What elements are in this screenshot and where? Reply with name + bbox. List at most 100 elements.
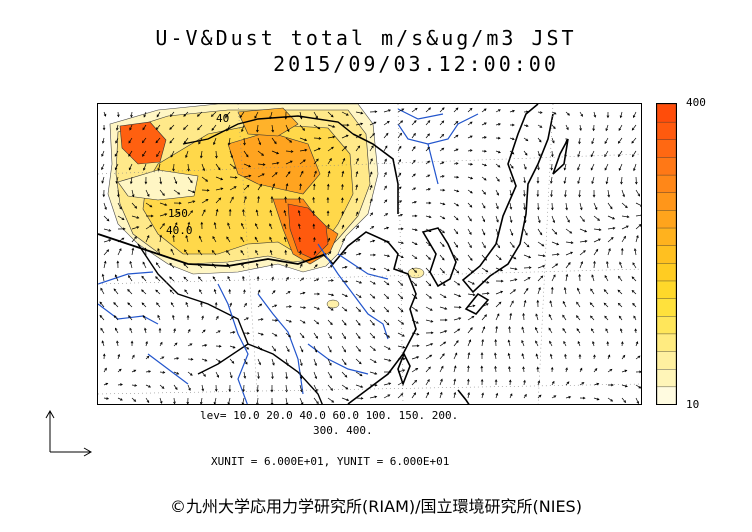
wind-vector-head	[441, 175, 445, 178]
wind-vector-head	[317, 292, 321, 296]
wind-vector	[453, 340, 459, 347]
wind-vector-head	[176, 357, 180, 360]
wind-vector	[145, 341, 148, 347]
wind-vector	[383, 121, 390, 126]
wind-vector	[103, 249, 109, 256]
wind-vector-head	[177, 211, 181, 215]
wind-vector-head	[202, 329, 206, 333]
wind-vector	[129, 261, 133, 269]
wind-vector-head	[329, 375, 332, 379]
wind-vector-head	[579, 367, 583, 371]
wind-vector-head	[388, 382, 392, 386]
wind-vector-head	[523, 207, 526, 211]
colorbar-band	[656, 139, 677, 158]
wind-vector	[509, 326, 511, 334]
wind-vector-head	[467, 352, 471, 355]
wind-vector	[591, 274, 595, 282]
wind-vector-head	[576, 287, 580, 291]
wind-vector-head	[526, 110, 529, 114]
wind-vector-head	[242, 208, 245, 212]
wind-vector	[565, 137, 567, 144]
wind-vector-head	[398, 186, 402, 190]
wind-vector	[605, 124, 609, 131]
wind-vector-head	[415, 367, 419, 371]
wind-vector-head	[400, 213, 404, 217]
wind-vector-head	[429, 354, 433, 358]
wind-vector	[411, 160, 416, 165]
wind-vector	[383, 306, 389, 313]
wind-vector-head	[486, 281, 490, 284]
colorbar-band	[656, 333, 677, 352]
wind-vector-head	[148, 385, 152, 388]
wind-vector	[579, 250, 586, 256]
wind-vector-head	[470, 176, 474, 180]
wind-vector-head	[496, 206, 499, 210]
wind-vector	[495, 189, 499, 196]
wind-vector	[551, 137, 555, 143]
wind-vector	[635, 384, 641, 389]
wind-vector-head	[248, 174, 252, 178]
wind-vector-head	[542, 254, 546, 258]
wind-vector-head	[370, 212, 374, 216]
wind-vector-head	[562, 327, 566, 331]
wind-vector	[142, 150, 147, 157]
wind-vector-head	[345, 280, 349, 283]
wind-vector-head	[483, 122, 487, 125]
dust-map: 150 40.0 40	[97, 103, 642, 405]
wind-vector	[183, 124, 189, 130]
wind-vector	[576, 302, 581, 308]
wind-vector-head	[144, 247, 147, 251]
wind-vector	[589, 302, 595, 308]
wind-vector-head	[509, 220, 513, 223]
wind-vector	[549, 341, 553, 347]
wind-vector	[509, 110, 515, 113]
wind-vector	[397, 393, 403, 399]
wind-vector-head	[290, 150, 294, 153]
wind-vector	[523, 189, 525, 197]
wind-vector-head	[511, 123, 515, 127]
rivers	[98, 108, 479, 404]
wind-vector-head	[228, 288, 232, 292]
wind-vector-head	[274, 141, 277, 145]
wind-vector	[453, 107, 459, 113]
wind-vector-head	[117, 353, 121, 357]
wind-vector	[197, 124, 203, 131]
wind-vector-head	[538, 394, 542, 398]
wind-vector-head	[261, 173, 265, 176]
wind-vector-head	[143, 114, 147, 118]
wind-vector-head	[326, 196, 330, 200]
wind-vector-head	[359, 373, 363, 377]
wind-vector	[313, 397, 319, 404]
wind-vector	[411, 267, 417, 273]
wind-vector-head	[441, 147, 445, 151]
wind-vector	[156, 111, 161, 117]
wind-vector-head	[521, 326, 525, 330]
wind-vector-head	[197, 276, 201, 280]
wind-vector	[565, 124, 569, 130]
wind-vector-head	[274, 304, 278, 308]
wind-vector-head	[159, 181, 163, 185]
wind-vector	[229, 316, 234, 321]
wind-vector	[523, 137, 528, 141]
wind-vector	[632, 303, 637, 308]
wind-vector	[187, 343, 193, 347]
wind-vector	[127, 302, 133, 308]
wind-vector-head	[555, 263, 559, 267]
wind-vector	[128, 315, 133, 321]
wind-vector-head	[400, 309, 404, 313]
wind-vector-head	[358, 252, 362, 256]
wind-vector	[453, 215, 459, 221]
wind-vector-head	[185, 301, 189, 305]
wind-vector	[411, 120, 417, 126]
wind-vector	[197, 263, 203, 269]
wind-vector-head	[565, 141, 568, 145]
wind-vector-head	[372, 322, 375, 326]
wind-vector-head	[102, 353, 106, 357]
wind-vector-head	[401, 322, 405, 325]
wind-vector-head	[508, 379, 512, 383]
wind-vector-head	[484, 163, 487, 167]
wind-vector-head	[631, 289, 635, 293]
wind-vector-head	[186, 314, 190, 318]
wind-vector-head	[198, 235, 202, 239]
wind-vector-head	[603, 289, 607, 292]
